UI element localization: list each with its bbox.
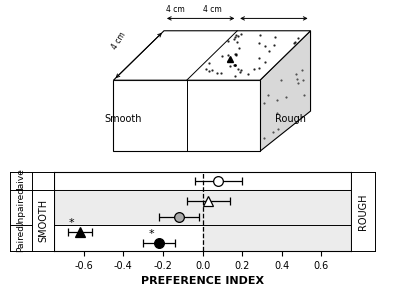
Bar	[54, 190, 351, 225]
Text: Rough: Rough	[275, 114, 306, 124]
Polygon shape	[260, 31, 310, 151]
Text: Paired: Paired	[16, 224, 26, 252]
Text: *: *	[69, 218, 75, 228]
Text: SMOOTH: SMOOTH	[38, 199, 48, 242]
Text: Smooth: Smooth	[105, 114, 142, 124]
Text: 4 cm: 4 cm	[203, 5, 221, 14]
Text: ROUGH: ROUGH	[358, 193, 368, 230]
Text: Unpaired: Unpaired	[16, 187, 26, 228]
Text: 4 cm: 4 cm	[166, 5, 185, 14]
Text: *: *	[148, 229, 154, 239]
Text: 4 cm: 4 cm	[110, 31, 128, 51]
Bar	[54, 172, 351, 190]
Polygon shape	[113, 31, 310, 80]
Text: Naive: Naive	[16, 168, 26, 194]
Polygon shape	[113, 80, 260, 151]
X-axis label: PREFERENCE INDEX: PREFERENCE INDEX	[141, 276, 264, 286]
